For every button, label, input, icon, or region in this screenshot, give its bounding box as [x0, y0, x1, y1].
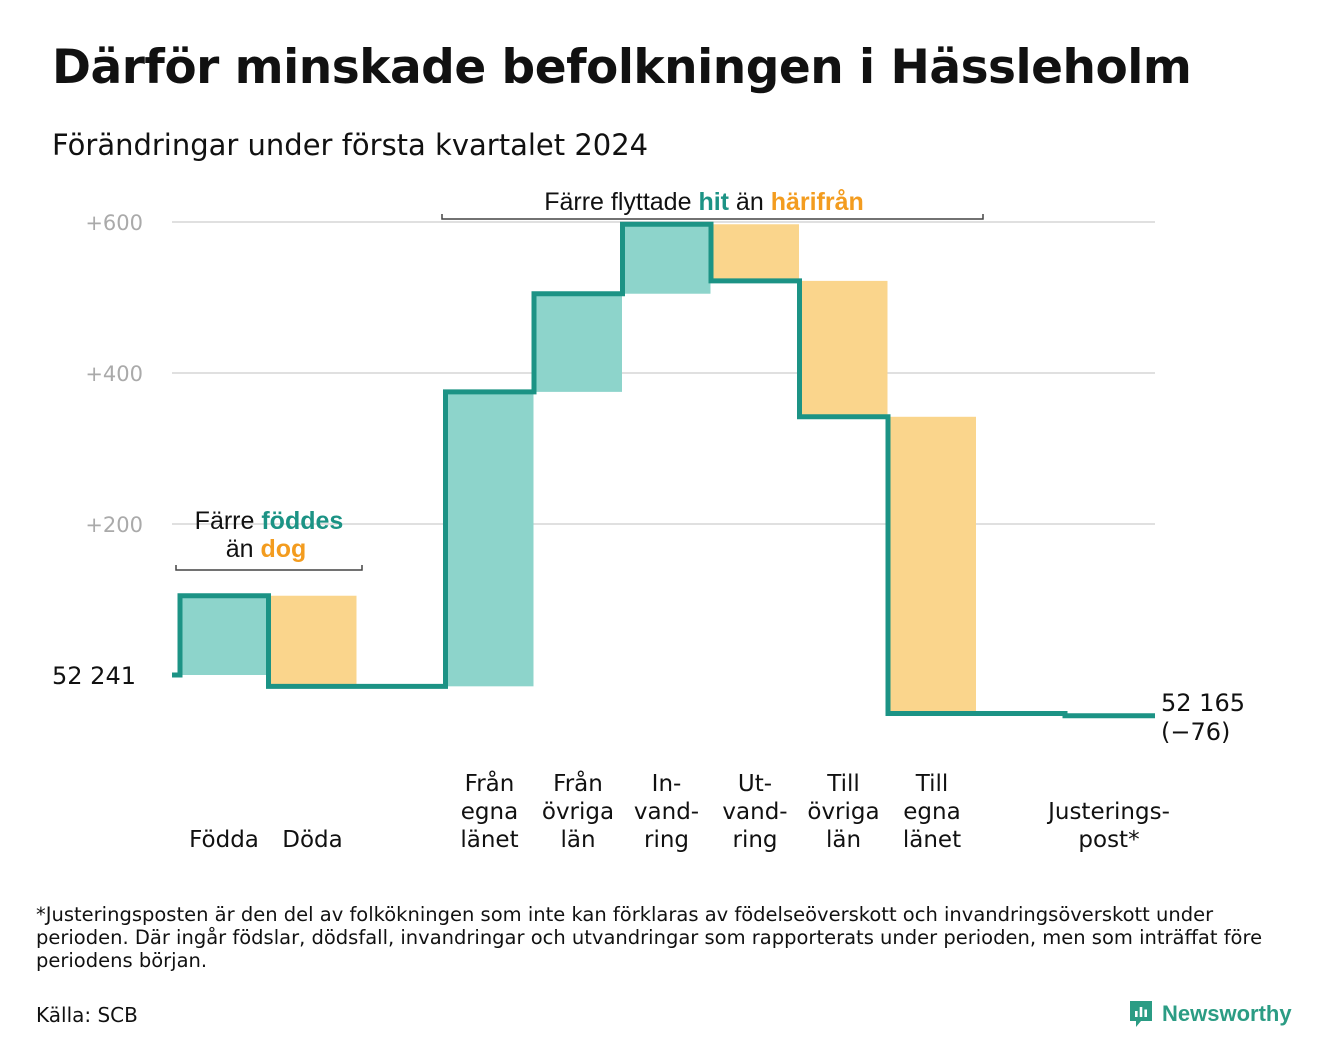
bar — [180, 595, 268, 675]
source-label: Källa: SCB — [36, 1003, 138, 1027]
bar — [268, 595, 357, 687]
category-label: In-vand-ring — [634, 771, 699, 853]
end-value-label: 52 165 — [1161, 689, 1245, 717]
category-label: Från övriga län — [542, 769, 614, 853]
brand-logo: Newsworthy — [1128, 998, 1292, 1030]
bar — [445, 391, 534, 687]
category-label: Till egna länet — [903, 771, 961, 853]
start-value-label: 52 241 — [52, 662, 136, 690]
bar — [799, 280, 888, 417]
chart-title: Därför minskade befolkningen i Hässlehol… — [52, 40, 1192, 95]
waterfall-chart: +600 +400 +200 Födda Döda Från egna länet Från öv… — [52, 188, 1245, 853]
newsworthy-logo-icon — [1130, 1001, 1152, 1027]
category-label: Ut-vand-ring — [722, 771, 787, 853]
bar — [711, 224, 799, 281]
chart-subtitle: Förändringar under första kvartalet 2024 — [52, 128, 649, 162]
bar — [622, 224, 711, 294]
births-annotation-line1: Färre föddes — [195, 507, 344, 535]
brand-name: Newsworthy — [1162, 1001, 1292, 1026]
y-tick-label: +200 — [85, 513, 143, 537]
y-tick-label: +400 — [85, 362, 143, 386]
end-change-label: (−76) — [1161, 718, 1230, 746]
category-label: Till övriga län — [807, 771, 879, 853]
bar — [888, 416, 976, 714]
bar — [534, 293, 622, 392]
births-bracket — [175, 565, 363, 571]
births-annotation-line2: än dog — [226, 535, 307, 563]
moves-bracket — [441, 214, 984, 220]
cumulative-line — [172, 221, 1155, 719]
category-label: Justerings-post* — [1046, 799, 1170, 853]
y-tick-label: +600 — [85, 211, 143, 235]
category-label: Födda — [189, 827, 259, 853]
moves-annotation: Färre flyttade hit än härifrån — [544, 188, 864, 216]
footnote: *Justeringsposten är den del av folkökni… — [36, 903, 1263, 972]
category-label: Från egna länet — [460, 769, 518, 853]
category-label: Döda — [282, 827, 342, 853]
